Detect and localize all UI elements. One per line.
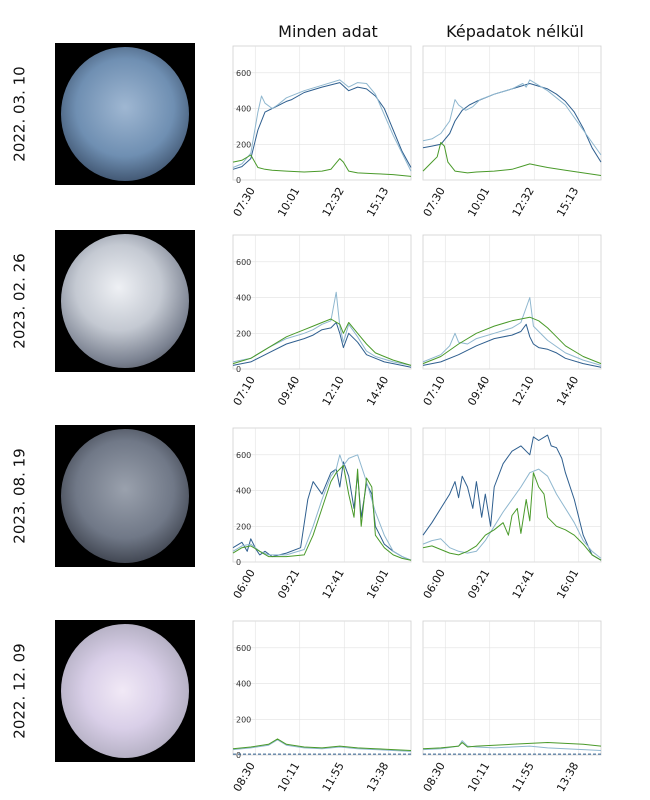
x-tick-label: 10:11 — [275, 760, 302, 794]
chart-panel: 07:30 10:01 12:32 15:13 — [415, 43, 605, 219]
x-tick-label: 09:21 — [275, 567, 302, 601]
x-tick-label: 09:40 — [465, 374, 492, 408]
x-tick-label: 06:00 — [231, 567, 258, 601]
series-line — [422, 142, 602, 176]
series-line — [232, 465, 412, 561]
y-tick-label: 400 — [236, 680, 251, 689]
x-tick-label: 08:30 — [231, 760, 258, 794]
row-date-label: 2022. 03. 10 — [11, 66, 30, 162]
chart-plot: 0 200 400 600 07:10 09:40 12:10 14:40 — [231, 234, 412, 408]
series-line — [232, 738, 412, 751]
series-line — [232, 291, 412, 366]
chart-panel: 06:00 09:21 12:41 16:01 — [415, 425, 605, 601]
series-line — [422, 297, 602, 366]
chart-plot: 07:10 09:40 12:10 14:40 — [421, 234, 602, 408]
y-tick-label: 600 — [236, 69, 251, 78]
series-line — [232, 318, 412, 366]
series-line — [232, 79, 412, 172]
plot-frame — [232, 45, 412, 181]
x-tick-label: 12:32 — [320, 185, 347, 219]
column-title-all-data: Minden adat — [278, 22, 378, 41]
series-line — [232, 739, 412, 752]
x-tick-label: 12:32 — [510, 185, 537, 219]
x-tick-label: 14:40 — [554, 374, 581, 408]
plot-frame — [232, 427, 412, 563]
plot-frame — [422, 427, 602, 563]
chart-panel: 07:10 09:40 12:10 14:40 — [415, 232, 605, 408]
x-tick-label: 11:55 — [320, 760, 347, 794]
chart-plot: 06:00 09:21 12:41 16:01 — [421, 427, 602, 601]
chart-panel: 0 200 400 600 07:10 09:40 12:10 14:40 — [225, 232, 415, 408]
series-line — [232, 154, 412, 177]
series-line — [422, 742, 602, 750]
x-tick-label: 07:10 — [421, 374, 448, 408]
x-tick-label: 12:41 — [320, 567, 347, 601]
x-tick-label: 08:30 — [421, 760, 448, 794]
series-line — [232, 322, 412, 368]
chart-panel: 08:30 10:11 11:55 13:38 — [415, 618, 605, 794]
chart-plot: 08:30 10:11 11:55 13:38 — [421, 620, 602, 794]
x-tick-label: 12:10 — [320, 374, 347, 408]
sky-image-1 — [55, 43, 195, 185]
x-tick-label: 13:38 — [554, 760, 581, 794]
sky-image-3 — [55, 425, 195, 567]
series-line — [422, 468, 602, 559]
x-tick-label: 16:01 — [554, 567, 581, 601]
x-tick-label: 07:30 — [231, 185, 258, 219]
x-tick-label: 12:41 — [510, 567, 537, 601]
y-tick-label: 0 — [236, 751, 241, 760]
x-tick-label: 09:21 — [465, 567, 492, 601]
chart-panel: 0 200 400 600 07:30 10:01 12:32 15:13 — [225, 43, 415, 219]
series-line — [422, 316, 602, 365]
chart-plot: 0 200 400 600 07:30 10:01 12:32 15:13 — [231, 45, 412, 219]
y-tick-label: 600 — [236, 451, 251, 460]
x-tick-label: 13:38 — [364, 760, 391, 794]
chart-panel: 0 200 400 600 06:00 09:21 12:41 16:01 — [225, 425, 415, 601]
y-tick-label: 200 — [236, 140, 251, 149]
x-tick-label: 16:01 — [364, 567, 391, 601]
x-tick-label: 07:30 — [421, 185, 448, 219]
x-tick-label: 10:11 — [465, 760, 492, 794]
sky-image-4 — [55, 620, 195, 762]
y-tick-label: 200 — [236, 715, 251, 724]
y-tick-label: 0 — [236, 176, 241, 185]
sky-image-2 — [55, 230, 195, 372]
y-tick-label: 400 — [236, 294, 251, 303]
series-line — [422, 472, 602, 561]
y-tick-label: 600 — [236, 258, 251, 267]
plot-frame — [232, 620, 412, 756]
x-tick-label: 09:40 — [275, 374, 302, 408]
series-line — [232, 82, 412, 170]
y-tick-label: 0 — [236, 365, 241, 374]
chart-plot: 0 200 400 600 08:30 10:11 11:55 13:38 — [231, 620, 412, 794]
x-tick-label: 10:01 — [275, 185, 302, 219]
chart-panel: 0 200 400 600 08:30 10:11 11:55 13:38 — [225, 618, 415, 794]
x-tick-label: 11:55 — [510, 760, 537, 794]
series-line — [422, 79, 602, 156]
y-tick-label: 200 — [236, 329, 251, 338]
plot-frame — [422, 234, 602, 370]
row-date-label: 2022. 12. 09 — [11, 643, 30, 739]
chart-plot: 0 200 400 600 06:00 09:21 12:41 16:01 — [231, 427, 412, 601]
chart-plot: 07:30 10:01 12:32 15:13 — [421, 45, 602, 219]
y-tick-label: 400 — [236, 105, 251, 114]
x-tick-label: 07:10 — [231, 374, 258, 408]
plot-frame — [422, 620, 602, 756]
x-tick-label: 12:10 — [510, 374, 537, 408]
series-line — [422, 323, 602, 368]
column-title-no-image-data: Képadatok nélkül — [446, 22, 584, 41]
y-tick-label: 200 — [236, 522, 251, 531]
x-tick-label: 15:13 — [554, 185, 581, 219]
y-tick-label: 400 — [236, 487, 251, 496]
series-line — [422, 434, 602, 561]
x-tick-label: 15:13 — [364, 185, 391, 219]
x-tick-label: 14:40 — [364, 374, 391, 408]
x-tick-label: 06:00 — [421, 567, 448, 601]
row-date-label: 2023. 02. 26 — [11, 253, 30, 349]
y-tick-label: 0 — [236, 558, 241, 567]
plot-frame — [232, 234, 412, 370]
row-date-label: 2023. 08. 19 — [11, 448, 30, 544]
x-tick-label: 10:01 — [465, 185, 492, 219]
y-tick-label: 600 — [236, 644, 251, 653]
